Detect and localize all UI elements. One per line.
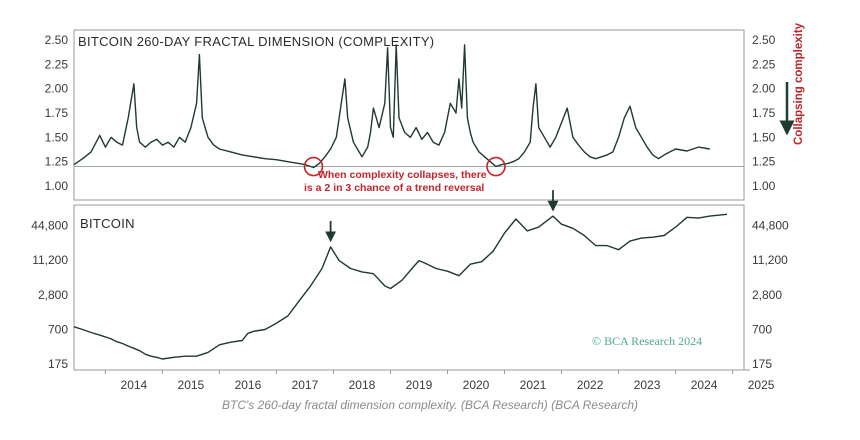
complexity-panel: BITCOIN 260-DAY FRACTAL DIMENSION (COMPL… xyxy=(45,29,776,201)
y-tick-label: 11,200 xyxy=(752,253,788,267)
x-tick-label: 2023 xyxy=(634,378,661,392)
complexity-chart-title: BITCOIN 260-DAY FRACTAL DIMENSION (COMPL… xyxy=(78,34,434,49)
x-tick-label: 2017 xyxy=(292,378,319,392)
y-tick-label: 1.50 xyxy=(752,130,776,144)
watermark-text: © BCA Research 2024 xyxy=(592,334,702,348)
figure-caption: BTC's 260-day fractal dimension complexi… xyxy=(222,398,638,412)
y-tick-label: 2.25 xyxy=(45,57,69,71)
y-tick-label: 1.00 xyxy=(752,179,776,193)
complexity-series-line xyxy=(73,44,710,169)
collapsing-complexity-label: Collapsing complexity xyxy=(779,22,805,145)
year-axis: 2014 2015 2016 2017 2018 2019 2020 2021 2022 2023… xyxy=(74,369,775,392)
right-label-text: Collapsing complexity xyxy=(793,22,805,145)
y-tick-label: 2.25 xyxy=(752,57,776,71)
y-tick-label: 2.00 xyxy=(752,82,776,96)
y-tick-label: 2.50 xyxy=(45,33,69,47)
price-panel: BITCOIN 44,800 11,200 2,800 700 175 44,800 11… xyxy=(31,190,789,371)
y-tick-label: 1.25 xyxy=(752,155,776,169)
price-left-axis: 44,800 11,200 2,800 700 175 xyxy=(31,218,68,371)
y-tick-label: 1.00 xyxy=(45,179,69,193)
complexity-panel-frame xyxy=(73,29,745,201)
y-tick-label: 2.50 xyxy=(752,33,776,47)
x-tick-label: 2025 xyxy=(748,378,775,392)
price-chart-title: BITCOIN xyxy=(80,216,135,231)
price-series-line xyxy=(73,213,727,360)
x-tick-label: 2024 xyxy=(691,378,718,392)
y-tick-label: 44,800 xyxy=(752,218,789,232)
y-tick-label: 700 xyxy=(752,322,772,336)
x-tick-label: 2019 xyxy=(406,378,433,392)
y-tick-label: 2,800 xyxy=(38,288,68,302)
price-markers xyxy=(325,190,559,243)
complexity-left-axis: 2.50 2.25 2.00 1.75 1.50 1.25 1.00 xyxy=(45,33,69,193)
x-tick-label: 2022 xyxy=(577,378,604,392)
y-tick-label: 1.50 xyxy=(45,130,69,144)
x-tick-label: 2014 xyxy=(121,378,148,392)
x-tick-label: 2021 xyxy=(520,378,547,392)
annotation-line-2: is a 2 in 3 chance of a trend reversal xyxy=(304,182,484,194)
y-tick-label: 2.00 xyxy=(45,82,69,96)
y-tick-label: 1.75 xyxy=(45,106,69,120)
y-tick-label: 2,800 xyxy=(752,288,782,302)
y-tick-label: 11,200 xyxy=(32,253,68,267)
x-tick-label: 2016 xyxy=(235,378,262,392)
x-tick-label: 2015 xyxy=(178,378,205,392)
y-tick-label: 175 xyxy=(752,357,772,371)
x-tick-label: 2018 xyxy=(349,378,376,392)
y-tick-label: 175 xyxy=(48,357,68,371)
complexity-highlights xyxy=(303,156,506,177)
annotation-line-1: When complexity collapses, there xyxy=(318,169,487,181)
price-right-axis: 44,800 11,200 2,800 700 175 xyxy=(752,218,789,371)
y-tick-label: 1.75 xyxy=(752,106,776,120)
x-tick-label: 2020 xyxy=(463,378,490,392)
y-tick-label: 1.25 xyxy=(45,155,69,169)
complexity-right-axis: 2.50 2.25 2.00 1.75 1.50 1.25 1.00 xyxy=(752,33,776,193)
y-tick-label: 700 xyxy=(48,322,68,336)
y-tick-label: 44,800 xyxy=(31,218,68,232)
highlight-circle xyxy=(486,156,506,177)
highlight-circle xyxy=(303,156,324,177)
